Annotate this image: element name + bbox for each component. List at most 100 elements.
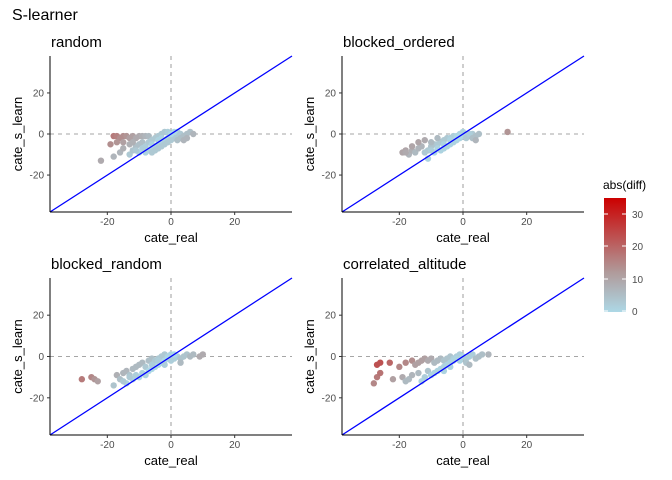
- data-point: [132, 371, 140, 379]
- x-tick-label: 20: [521, 217, 533, 228]
- y-axis-title: cate_s_learn: [302, 319, 317, 393]
- data-point: [415, 139, 422, 146]
- color-legend: abs(diff) 30 20 10 0: [603, 178, 646, 318]
- legend-title: abs(diff): [603, 178, 646, 192]
- y-tick-label: 20: [33, 88, 45, 99]
- data-point: [402, 149, 409, 156]
- data-point: [370, 380, 378, 387]
- data-point: [110, 153, 117, 160]
- y-tick-label: -20: [322, 393, 337, 404]
- identity-line: [341, 277, 585, 436]
- data-point: [478, 351, 486, 358]
- data-point: [386, 359, 393, 366]
- data-point: [78, 376, 86, 383]
- data-point: [174, 136, 181, 144]
- data-point: [377, 359, 384, 366]
- data-point: [472, 136, 479, 144]
- x-tick-label: 20: [521, 440, 533, 451]
- panels: random-20 0 20200-20cate_realcate_s_learnb…: [10, 34, 585, 468]
- data-point: [402, 378, 409, 385]
- panel-title: correlated_altitude: [343, 256, 466, 273]
- data-point: [110, 382, 117, 389]
- data-point: [199, 351, 207, 358]
- data-point: [190, 351, 197, 358]
- x-tick-label: 0: [460, 217, 466, 228]
- data-point: [408, 143, 416, 150]
- points-layer: [370, 351, 492, 387]
- panel-title: blocked_random: [51, 256, 162, 273]
- data-point: [190, 130, 197, 138]
- y-axis-title: cate_s_learn: [302, 97, 317, 171]
- y-tick-label: 0: [330, 352, 336, 363]
- y-tick-label: -20: [322, 171, 337, 182]
- scatter-panel: random -20 0 20 20 0 -20 cate_real cate_s_learn: [10, 34, 293, 245]
- data-point: [113, 139, 121, 146]
- data-point: [120, 139, 127, 146]
- data-point: [155, 357, 162, 364]
- data-point: [97, 157, 105, 164]
- y-tick-label: 0: [38, 130, 44, 141]
- x-tick-label: -20: [100, 440, 115, 451]
- y-tick-label: 0: [330, 130, 336, 141]
- data-point: [485, 351, 492, 358]
- data-point: [475, 130, 483, 138]
- data-point: [167, 357, 175, 364]
- panel-title: random: [51, 34, 102, 51]
- legend-tick-label: 0: [632, 307, 638, 318]
- data-point: [377, 369, 384, 377]
- identity-line: [49, 55, 293, 213]
- x-tick-label: 0: [460, 440, 466, 451]
- scatter-panel: blocked_random -20 0 20 20 0 -20 cate_real cate_…: [10, 256, 293, 468]
- data-point: [107, 141, 114, 148]
- x-tick-label: 20: [229, 217, 241, 228]
- x-axis-title: cate_real: [436, 230, 490, 245]
- data-point: [177, 359, 184, 366]
- panel-title: blocked_ordered: [343, 34, 455, 51]
- x-tick-label: -20: [392, 440, 407, 451]
- data-point: [94, 378, 101, 385]
- y-tick-label: 20: [325, 311, 337, 322]
- data-point: [126, 141, 133, 148]
- data-point: [126, 373, 133, 381]
- data-point: [421, 136, 428, 144]
- data-point: [148, 361, 156, 368]
- x-tick-label: 0: [168, 440, 174, 451]
- data-point: [164, 139, 172, 146]
- y-tick-label: -20: [30, 171, 45, 182]
- data-point: [427, 147, 435, 154]
- data-point: [434, 134, 441, 142]
- y-tick-label: 0: [38, 352, 44, 363]
- x-axis-title: cate_real: [436, 453, 490, 468]
- identity-line: [49, 277, 293, 436]
- figure-title: S-learner: [12, 7, 78, 24]
- x-axis-title: cate_real: [144, 453, 198, 468]
- x-tick-label: 0: [168, 217, 174, 228]
- y-tick-label: 20: [325, 88, 337, 99]
- identity-line: [341, 55, 585, 213]
- y-tick-label: -20: [30, 393, 45, 404]
- data-point: [427, 139, 435, 146]
- x-tick-label: -20: [392, 217, 407, 228]
- legend-tick-label: 10: [632, 275, 644, 286]
- data-point: [466, 361, 473, 368]
- legend-color-bar: [604, 198, 626, 312]
- data-point: [408, 371, 416, 379]
- y-axis-title: cate_s_learn: [10, 97, 25, 171]
- x-axis-title: cate_real: [144, 230, 198, 245]
- data-point: [120, 145, 127, 152]
- data-point: [415, 369, 422, 377]
- y-axis-title: cate_s_learn: [10, 319, 25, 393]
- data-point: [161, 361, 168, 368]
- data-point: [402, 359, 409, 366]
- points-layer: [78, 351, 207, 389]
- points-layer: [97, 128, 197, 164]
- data-point: [120, 378, 127, 385]
- x-tick-label: 20: [229, 440, 241, 451]
- data-point: [504, 128, 511, 136]
- data-point: [183, 134, 191, 142]
- data-point: [132, 147, 140, 154]
- data-point: [389, 376, 397, 383]
- data-point: [396, 363, 403, 371]
- y-tick-label: 20: [33, 311, 45, 322]
